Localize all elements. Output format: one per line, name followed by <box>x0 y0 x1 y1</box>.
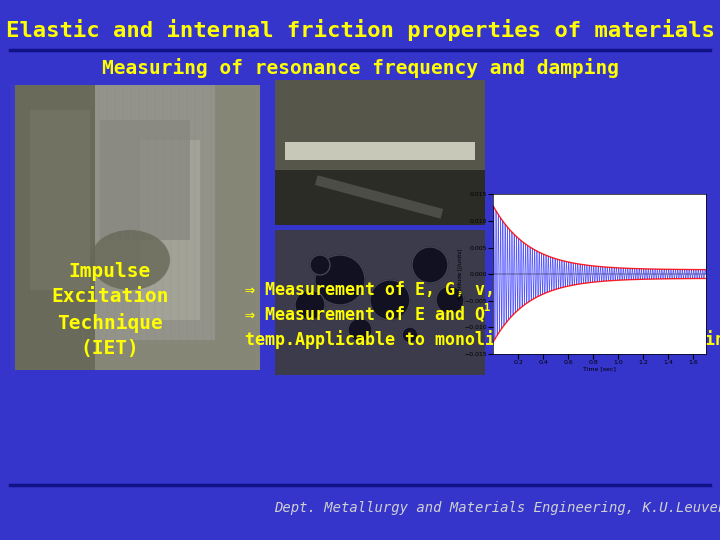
Ellipse shape <box>90 230 170 290</box>
Circle shape <box>436 286 464 314</box>
Bar <box>285 142 475 160</box>
Circle shape <box>310 255 330 275</box>
Text: Impulse
Excitation
Technique
(IET): Impulse Excitation Technique (IET) <box>51 262 168 357</box>
Circle shape <box>315 255 365 305</box>
Bar <box>30 110 90 290</box>
Text: ⇒ Measurement of E, G, v, and Q: ⇒ Measurement of E, G, v, and Q <box>245 281 555 299</box>
Text: Dept. Metallurgy and Materials Engineering, K.U.Leuven: Dept. Metallurgy and Materials Engineeri… <box>274 501 720 515</box>
Bar <box>15 85 260 370</box>
Bar <box>275 80 485 225</box>
Bar <box>275 80 485 225</box>
Bar <box>15 85 95 370</box>
Text: temp.Applicable to monoliths, coatings and laminates: temp.Applicable to monoliths, coatings a… <box>245 330 720 349</box>
Bar <box>275 170 485 225</box>
Text: ⇒ Measurement of E and Q: ⇒ Measurement of E and Q <box>245 306 485 324</box>
Circle shape <box>370 280 410 320</box>
Text: Elastic and internal friction properties of materials: Elastic and internal friction properties… <box>6 19 714 41</box>
X-axis label: Time [sec]: Time [sec] <box>583 366 616 372</box>
Text: at RT: at RT <box>550 281 610 299</box>
Bar <box>315 176 443 219</box>
Circle shape <box>348 318 372 342</box>
Text: -1: -1 <box>537 278 551 288</box>
Bar <box>140 140 200 320</box>
Bar <box>275 230 485 375</box>
Bar <box>100 120 190 240</box>
Circle shape <box>402 327 418 343</box>
Text: Measuring of resonance frequency and damping: Measuring of resonance frequency and dam… <box>102 58 618 78</box>
Y-axis label: Amplitude [J/units]: Amplitude [J/units] <box>458 248 463 300</box>
Bar <box>95 85 215 340</box>
Circle shape <box>295 290 325 320</box>
Circle shape <box>412 247 448 283</box>
Text: at elevated: at elevated <box>490 306 610 324</box>
Bar <box>275 230 485 375</box>
Text: -1: -1 <box>477 303 490 313</box>
